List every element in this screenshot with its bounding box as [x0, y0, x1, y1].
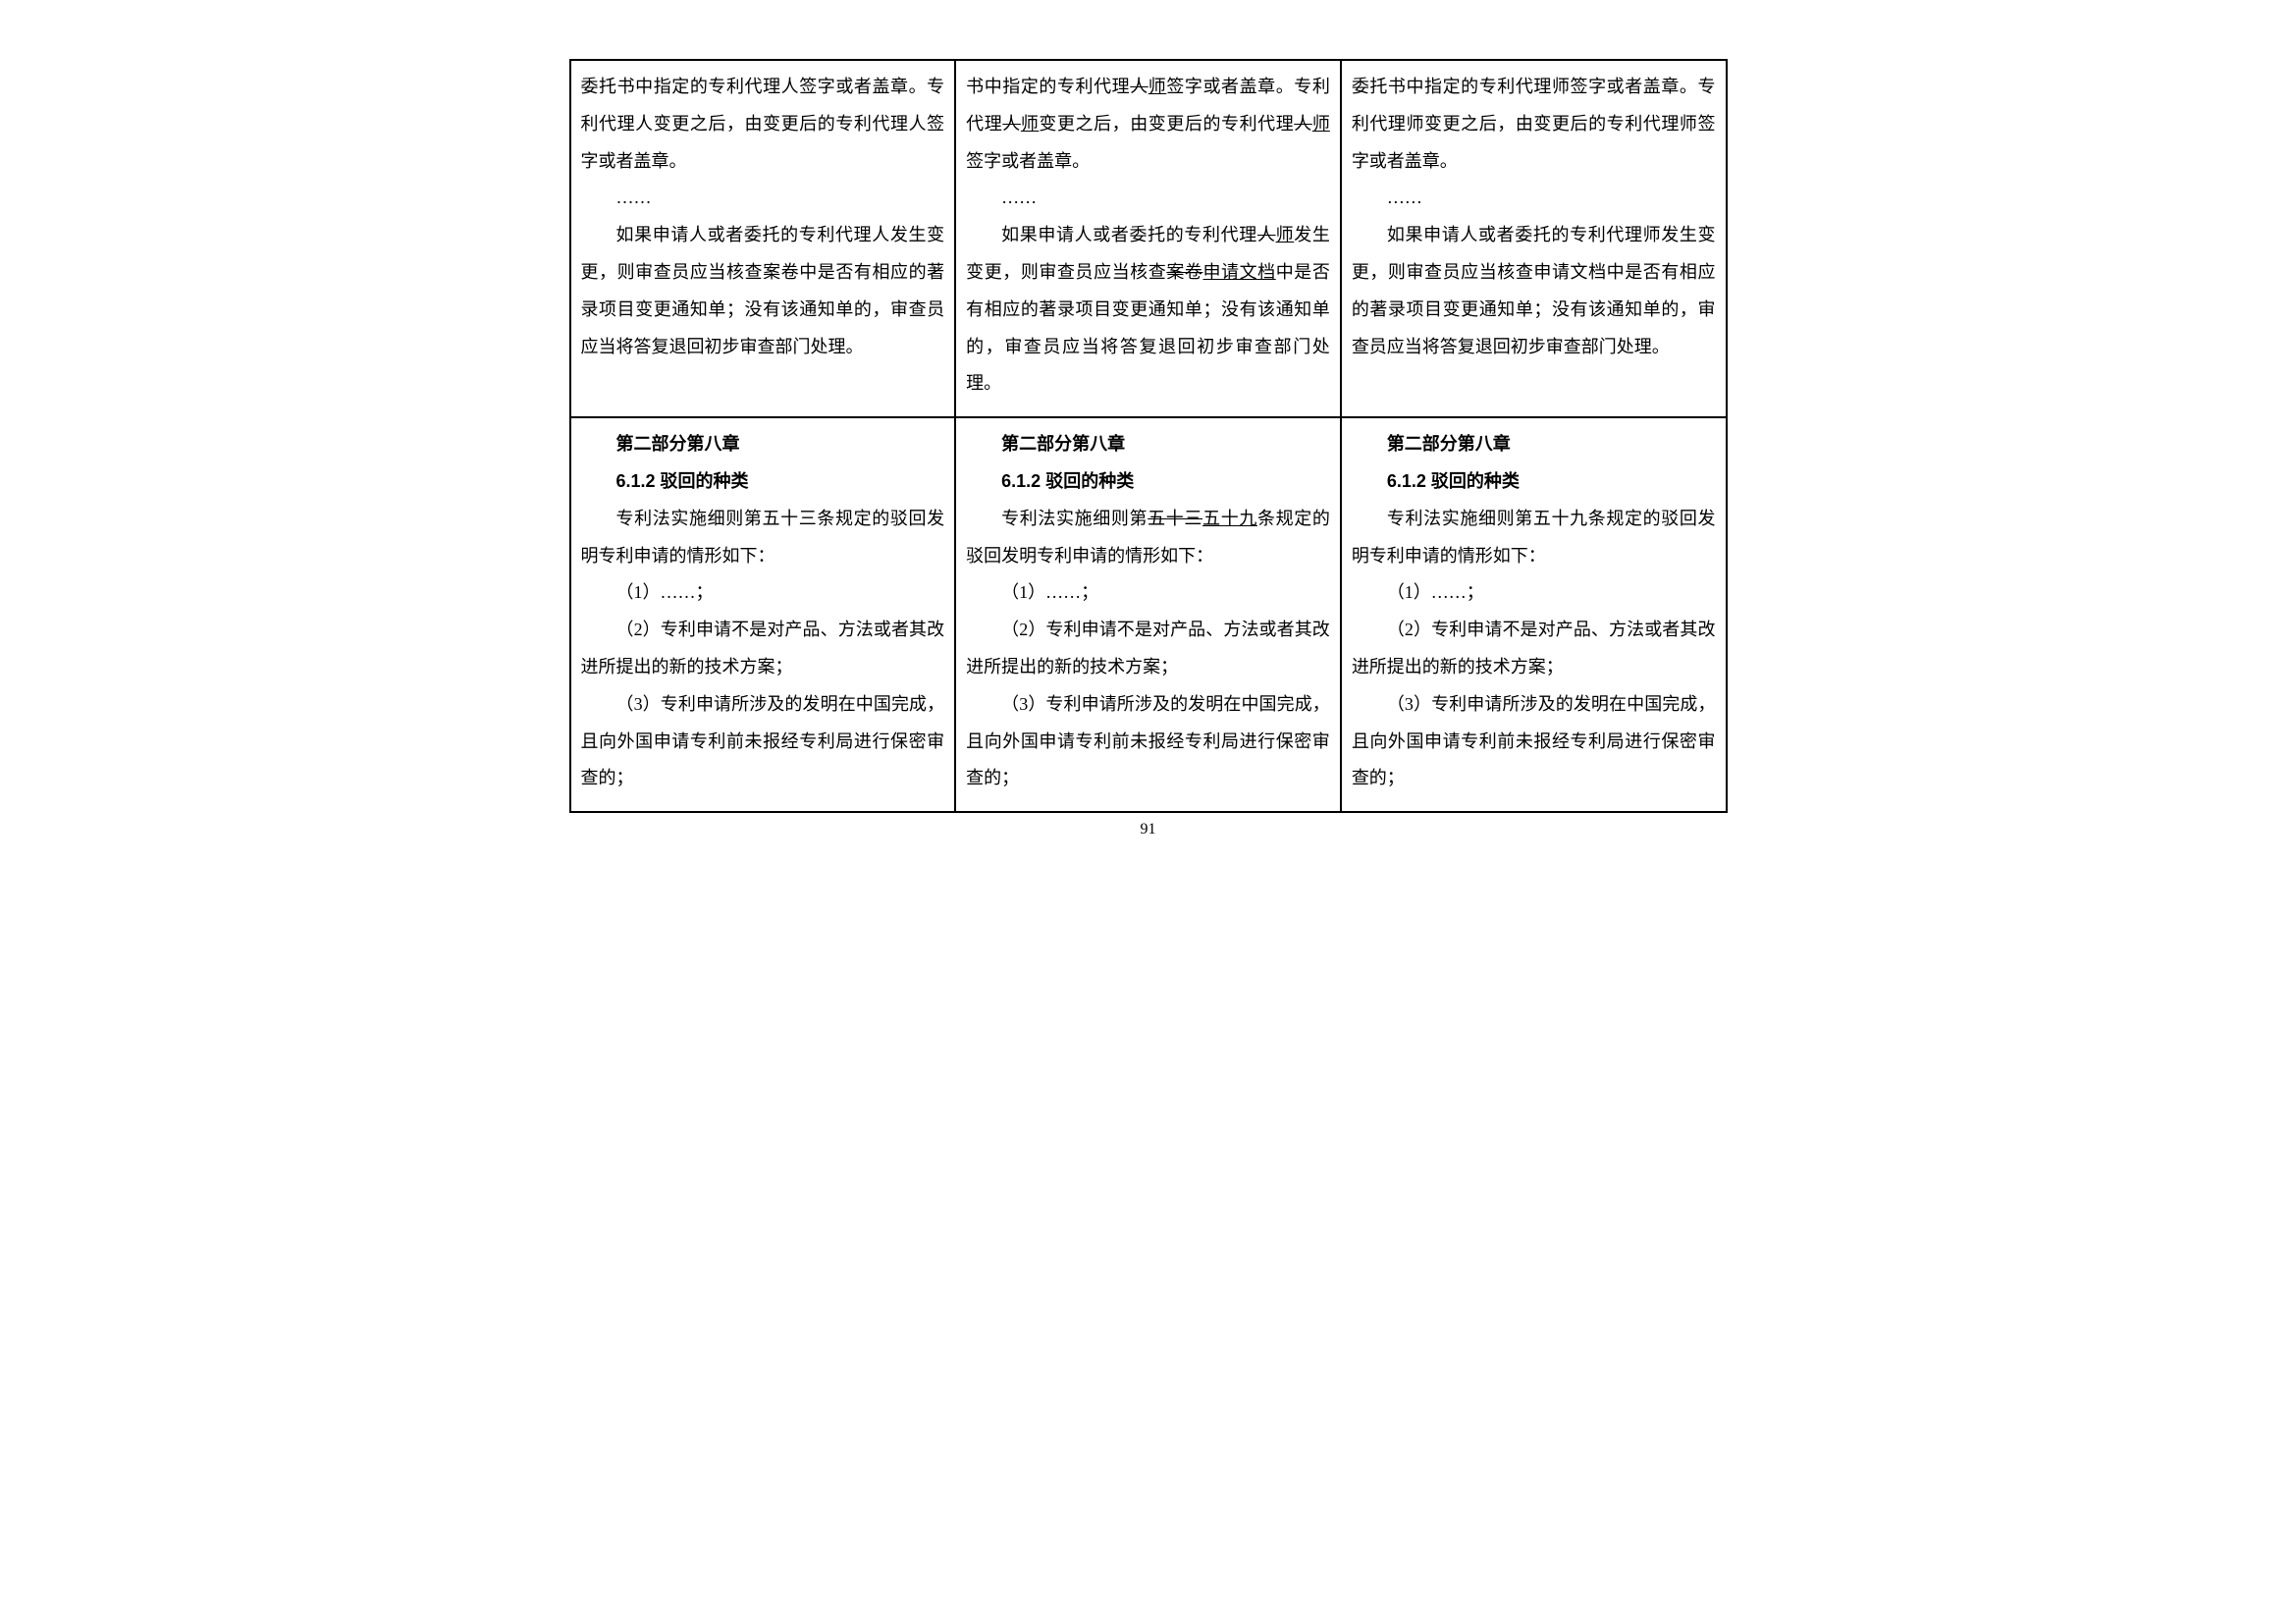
ellipsis: …… — [581, 180, 945, 217]
paragraph: 专利法实施细则第五十三条规定的驳回发明专利申请的情形如下： — [581, 501, 945, 575]
paragraph: 委托书中指定的专利代理人签字或者盖章。专利代理人变更之后，由变更后的专利代理人签… — [581, 69, 945, 180]
text: 书中指定的专利代理 — [966, 77, 1130, 96]
subsection-title: 6.1.2 驳回的种类 — [581, 463, 945, 501]
table-row: 委托书中指定的专利代理人签字或者盖章。专利代理人变更之后，由变更后的专利代理人签… — [570, 60, 1727, 417]
list-item: （1）……； — [581, 574, 945, 612]
list-item: （1）……； — [966, 574, 1330, 612]
paragraph: 委托书中指定的专利代理师签字或者盖章。专利代理师变更之后，由变更后的专利代理师签… — [1352, 69, 1716, 180]
insert-text: 师 — [1312, 114, 1330, 134]
cell-r1c2: 书中指定的专利代理人师签字或者盖章。专利代理人师变更之后，由变更后的专利代理人师… — [955, 60, 1341, 417]
text: 变更之后，由变更后的专利代理 — [1039, 114, 1294, 134]
list-item: （2）专利申请不是对产品、方法或者其改进所提出的新的技术方案； — [1352, 612, 1716, 686]
strike-text: 人 — [1002, 114, 1021, 134]
text: 如果申请人或者委托的专利代理 — [1001, 225, 1257, 244]
paragraph: 如果申请人或者委托的专利代理师发生变更，则审查员应当核查申请文档中是否有相应的著… — [1352, 217, 1716, 365]
subsection-title: 6.1.2 驳回的种类 — [1352, 463, 1716, 501]
comparison-table: 委托书中指定的专利代理人签字或者盖章。专利代理人变更之后，由变更后的专利代理人签… — [569, 59, 1728, 813]
paragraph: 书中指定的专利代理人师签字或者盖章。专利代理人师变更之后，由变更后的专利代理人师… — [966, 69, 1330, 180]
paragraph: 专利法实施细则第五十三五十九条规定的驳回发明专利申请的情形如下： — [966, 501, 1330, 575]
paragraph: 专利法实施细则第五十九条规定的驳回发明专利申请的情形如下： — [1352, 501, 1716, 575]
list-item: （3）专利申请所涉及的发明在中国完成，且向外国申请专利前未报经专利局进行保密审查… — [966, 686, 1330, 797]
list-item: （2）专利申请不是对产品、方法或者其改进所提出的新的技术方案； — [581, 612, 945, 686]
list-item: （2）专利申请不是对产品、方法或者其改进所提出的新的技术方案； — [966, 612, 1330, 686]
ellipsis: …… — [966, 180, 1330, 217]
cell-r2c2: 第二部分第八章 6.1.2 驳回的种类 专利法实施细则第五十三五十九条规定的驳回… — [955, 417, 1341, 812]
insert-text: 师 — [1021, 114, 1040, 134]
paragraph: 如果申请人或者委托的专利代理人发生变更，则审查员应当核查案卷中是否有相应的著录项… — [581, 217, 945, 365]
paragraph: 如果申请人或者委托的专利代理人师发生变更，则审查员应当核查案卷申请文档中是否有相… — [966, 217, 1330, 403]
list-item: （3）专利申请所涉及的发明在中国完成，且向外国申请专利前未报经专利局进行保密审查… — [581, 686, 945, 797]
text: 专利法实施细则第 — [1001, 509, 1148, 528]
insert-text: 五十九 — [1202, 509, 1257, 528]
list-item: （1）……； — [1352, 574, 1716, 612]
page-number: 91 — [569, 821, 1728, 839]
text: 签字或者盖章。 — [966, 151, 1090, 171]
strike-text: 案卷 — [1166, 262, 1202, 282]
cell-r1c3: 委托书中指定的专利代理师签字或者盖章。专利代理师变更之后，由变更后的专利代理师签… — [1341, 60, 1727, 417]
insert-text: 师 — [1148, 77, 1167, 96]
strike-text: 人 — [1130, 77, 1148, 96]
table-row: 第二部分第八章 6.1.2 驳回的种类 专利法实施细则第五十三条规定的驳回发明专… — [570, 417, 1727, 812]
section-title: 第二部分第八章 — [1352, 426, 1716, 463]
strike-text: 人 — [1257, 225, 1276, 244]
section-title: 第二部分第八章 — [966, 426, 1330, 463]
ellipsis: …… — [1352, 180, 1716, 217]
document-page: 委托书中指定的专利代理人签字或者盖章。专利代理人变更之后，由变更后的专利代理人签… — [569, 59, 1728, 839]
cell-r1c1: 委托书中指定的专利代理人签字或者盖章。专利代理人变更之后，由变更后的专利代理人签… — [570, 60, 956, 417]
subsection-title: 6.1.2 驳回的种类 — [966, 463, 1330, 501]
strike-text: 五十三 — [1148, 509, 1202, 528]
section-title: 第二部分第八章 — [581, 426, 945, 463]
cell-r2c3: 第二部分第八章 6.1.2 驳回的种类 专利法实施细则第五十九条规定的驳回发明专… — [1341, 417, 1727, 812]
cell-r2c1: 第二部分第八章 6.1.2 驳回的种类 专利法实施细则第五十三条规定的驳回发明专… — [570, 417, 956, 812]
insert-text: 师 — [1276, 225, 1295, 244]
insert-text: 申请文档 — [1202, 262, 1275, 282]
list-item: （3）专利申请所涉及的发明在中国完成，且向外国申请专利前未报经专利局进行保密审查… — [1352, 686, 1716, 797]
strike-text: 人 — [1294, 114, 1312, 134]
